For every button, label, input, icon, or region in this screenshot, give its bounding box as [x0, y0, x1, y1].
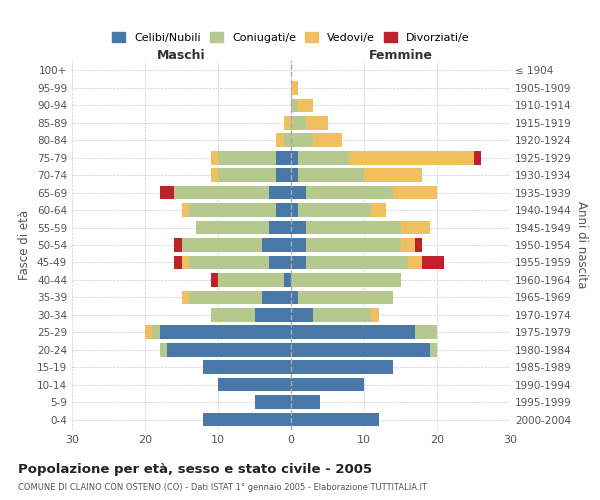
Bar	[291, 290, 298, 304]
Bar	[305, 238, 401, 252]
Bar	[371, 308, 379, 322]
Bar	[291, 360, 393, 374]
Bar	[174, 186, 269, 200]
Bar	[305, 186, 393, 200]
Bar	[291, 256, 305, 270]
Bar	[291, 326, 415, 339]
Bar	[364, 168, 422, 182]
Bar	[415, 238, 422, 252]
Bar	[218, 168, 277, 182]
Bar	[422, 256, 444, 270]
Bar	[401, 238, 415, 252]
Bar	[277, 204, 291, 217]
Bar	[174, 238, 182, 252]
Bar	[401, 220, 430, 234]
Bar	[313, 308, 371, 322]
Bar	[298, 151, 349, 164]
Text: COMUNE DI CLAINO CON OSTENO (CO) - Dati ISTAT 1° gennaio 2005 - Elaborazione TUT: COMUNE DI CLAINO CON OSTENO (CO) - Dati …	[18, 482, 427, 492]
Bar	[269, 220, 291, 234]
Bar	[473, 151, 481, 164]
Bar	[430, 343, 437, 356]
Bar	[262, 238, 291, 252]
Bar	[189, 204, 277, 217]
Bar	[189, 256, 269, 270]
Bar	[291, 308, 313, 322]
Bar	[291, 238, 305, 252]
Bar	[298, 168, 364, 182]
Bar	[415, 326, 437, 339]
Bar	[284, 134, 291, 147]
Bar	[254, 396, 291, 409]
Bar	[313, 134, 342, 147]
Bar	[305, 116, 328, 130]
Bar	[408, 256, 422, 270]
Bar	[291, 204, 298, 217]
Bar	[203, 360, 291, 374]
Bar	[182, 204, 189, 217]
Bar	[189, 290, 262, 304]
Bar	[298, 204, 371, 217]
Bar	[160, 186, 174, 200]
Bar	[291, 134, 313, 147]
Bar	[291, 412, 379, 426]
Bar	[291, 151, 298, 164]
Bar	[291, 273, 401, 286]
Bar	[211, 151, 218, 164]
Bar	[291, 168, 298, 182]
Bar	[262, 290, 291, 304]
Bar	[291, 220, 305, 234]
Bar	[291, 186, 305, 200]
Text: Popolazione per età, sesso e stato civile - 2005: Popolazione per età, sesso e stato civil…	[18, 462, 372, 475]
Bar	[254, 308, 291, 322]
Bar	[160, 326, 291, 339]
Bar	[182, 238, 262, 252]
Bar	[298, 290, 393, 304]
Bar	[218, 378, 291, 392]
Bar	[305, 220, 401, 234]
Bar	[305, 256, 408, 270]
Bar	[291, 396, 320, 409]
Legend: Celibi/Nubili, Coniugati/e, Vedovi/e, Divorziati/e: Celibi/Nubili, Coniugati/e, Vedovi/e, Di…	[109, 28, 473, 46]
Bar	[291, 343, 430, 356]
Bar	[218, 273, 284, 286]
Y-axis label: Fasce di età: Fasce di età	[19, 210, 31, 280]
Bar	[182, 290, 189, 304]
Bar	[291, 116, 305, 130]
Text: Femmine: Femmine	[368, 48, 433, 62]
Bar	[284, 273, 291, 286]
Bar	[291, 378, 364, 392]
Bar	[393, 186, 437, 200]
Bar	[174, 256, 182, 270]
Bar	[167, 343, 291, 356]
Bar	[196, 220, 269, 234]
Text: Maschi: Maschi	[157, 48, 206, 62]
Bar	[211, 308, 254, 322]
Bar	[203, 412, 291, 426]
Bar	[277, 151, 291, 164]
Bar	[277, 168, 291, 182]
Bar	[211, 273, 218, 286]
Bar	[211, 168, 218, 182]
Bar	[349, 151, 473, 164]
Bar	[218, 151, 277, 164]
Bar	[152, 326, 160, 339]
Bar	[298, 98, 313, 112]
Bar	[291, 81, 298, 94]
Bar	[371, 204, 386, 217]
Bar	[182, 256, 189, 270]
Y-axis label: Anni di nascita: Anni di nascita	[575, 202, 588, 288]
Bar	[160, 343, 167, 356]
Bar	[269, 186, 291, 200]
Bar	[145, 326, 152, 339]
Bar	[284, 116, 291, 130]
Bar	[291, 98, 298, 112]
Bar	[277, 134, 284, 147]
Bar	[269, 256, 291, 270]
